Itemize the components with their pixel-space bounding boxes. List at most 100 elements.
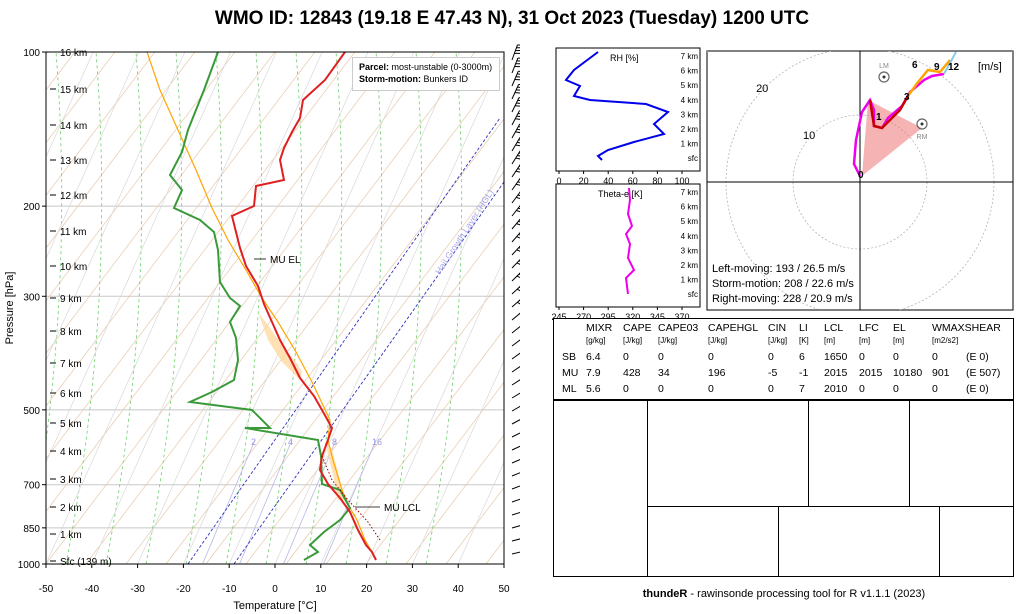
- barb-staff: [511, 57, 519, 74]
- footer-text: - rawinsonde processing tool for R v1.1.…: [687, 588, 926, 600]
- param-value: 0: [658, 351, 664, 363]
- height-label: Sfc (139 m): [60, 557, 112, 568]
- skewt-frame: [45, 51, 505, 565]
- hodograph-height-label: 6: [912, 60, 918, 71]
- param-value: 0: [708, 351, 714, 363]
- barb-flag: [518, 126, 520, 129]
- barb-flag: [516, 210, 520, 214]
- param-value: 0: [768, 351, 774, 363]
- meanwind-box: [808, 400, 910, 507]
- barb-flag: [516, 102, 520, 105]
- barb-flag: [516, 89, 520, 91]
- moist-adiabat: [225, 52, 263, 564]
- mu-el-label: MU EL: [270, 255, 301, 266]
- isotherm: [320, 156, 504, 564]
- wind-barb: [511, 163, 520, 178]
- temperature-tick-label: 0: [272, 584, 278, 595]
- moist-adiabat: [385, 52, 423, 564]
- barb-flag: [518, 220, 520, 225]
- param-unit: [m2/s2]: [932, 336, 959, 345]
- param-unit: [K]: [799, 336, 809, 345]
- wind-barb: [511, 416, 520, 425]
- barb-staff: [511, 375, 520, 386]
- panel-xtick-label: 20: [579, 176, 589, 184]
- dry-adiabat: [46, 52, 356, 460]
- cape-area: [258, 312, 302, 380]
- param-value: 428: [623, 367, 641, 379]
- hodograph-ring-label: 10: [803, 130, 815, 142]
- isotherm: [412, 359, 504, 564]
- hodograph-trace-low: [868, 95, 910, 130]
- param-value: 0: [859, 383, 865, 395]
- wind-barb: [511, 456, 520, 464]
- param-value: 2015: [824, 367, 848, 379]
- footer: thundeR - rawinsonde processing tool for…: [552, 588, 1016, 600]
- barb-flag: [516, 47, 520, 49]
- param-unit: [m]: [824, 336, 836, 345]
- footer-brand: thundeR: [642, 588, 688, 600]
- panel-xtick-label: 320: [625, 312, 640, 320]
- param-header: CAPEHGL: [708, 322, 759, 334]
- param-value: 6: [799, 351, 805, 363]
- barb-flag: [516, 60, 520, 62]
- barb-flag: [517, 99, 520, 102]
- temperature-tick-label: -30: [130, 584, 145, 595]
- wind-barb: [511, 216, 520, 230]
- moist-adiabat: [145, 52, 183, 564]
- isotherm: [91, 52, 323, 564]
- wind-barb: [511, 469, 520, 477]
- barb-flag: [518, 70, 520, 73]
- temperature-tick-label: 50: [498, 584, 510, 595]
- param-value: -1: [799, 367, 809, 379]
- param-value: (E 507): [966, 367, 1001, 379]
- barb-staff: [511, 136, 520, 152]
- param-value: 0: [623, 383, 629, 395]
- storm-marker-dot: [882, 75, 886, 79]
- dry-adiabat: [165, 118, 504, 564]
- param-header: CIN: [768, 322, 787, 334]
- hodograph-trace-mid: [906, 59, 951, 97]
- lapse-box: [909, 400, 1014, 507]
- moist-adiabat: [305, 52, 343, 564]
- barb-staff: [511, 256, 520, 269]
- wind-barb: [511, 70, 520, 87]
- isotherm: [228, 52, 460, 564]
- hodograph-unit: [m/s]: [978, 61, 1002, 73]
- param-header: EL: [893, 322, 906, 334]
- param-value: 0: [708, 383, 714, 395]
- hodograph-trace-top: [943, 51, 957, 75]
- wind-barb: [511, 229, 520, 243]
- mixing-ratio-line: [239, 439, 293, 564]
- hodograph-height-label: 12: [948, 62, 960, 73]
- param-value: 0: [623, 351, 629, 363]
- height-label: 15 km: [60, 85, 87, 96]
- barb-flag: [517, 301, 520, 307]
- wind-barb: [511, 322, 520, 334]
- barb-flag: [518, 207, 520, 212]
- barb-flag: [517, 155, 520, 158]
- barb-flag: [515, 63, 520, 65]
- wind-barb: [511, 536, 520, 542]
- isotherm: [46, 52, 231, 464]
- wind-barb: [511, 523, 520, 529]
- isotherm: [366, 257, 504, 564]
- wind-barb: [511, 402, 520, 412]
- wind-barb: [511, 375, 520, 386]
- param-header: LI: [799, 322, 808, 334]
- barb-flag: [514, 52, 520, 54]
- barb-staff: [511, 416, 520, 425]
- barb-flag: [516, 223, 520, 227]
- barb-flag: [514, 65, 520, 68]
- barb-staff: [511, 242, 520, 256]
- param-value: 901: [932, 367, 950, 379]
- barb-staff: [511, 71, 519, 87]
- hodograph-height-label: 3: [904, 92, 910, 103]
- dry-adiabat: [46, 52, 396, 512]
- wind-barb: [511, 110, 520, 126]
- dry-adiabat: [46, 52, 236, 302]
- barb-flag: [517, 73, 520, 75]
- wind-barb: [511, 176, 520, 191]
- temperature-tick-label: -10: [222, 584, 237, 595]
- barb-flag: [515, 157, 520, 161]
- panel-height-label: 5 km: [681, 81, 699, 90]
